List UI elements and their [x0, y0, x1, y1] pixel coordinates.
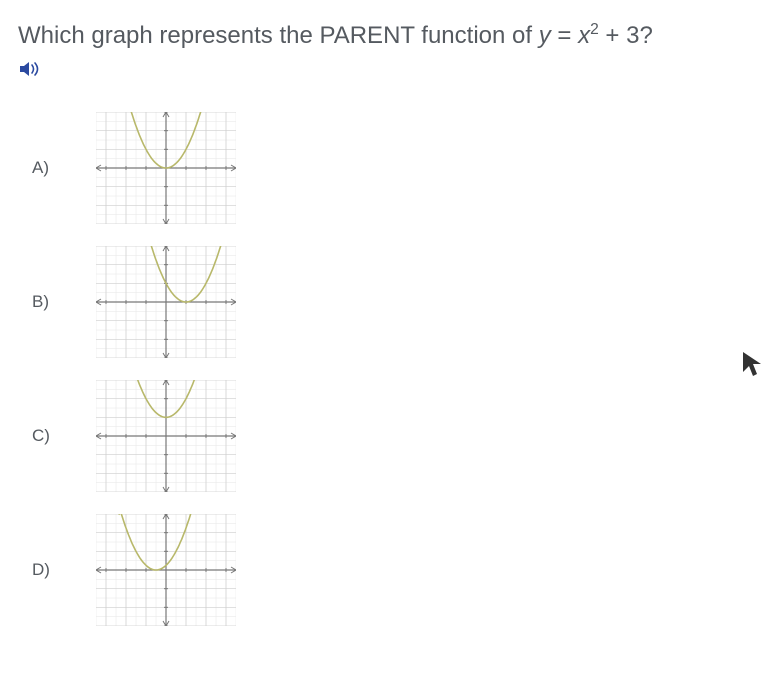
expr-eq: = [551, 22, 578, 49]
choice-label-c: C) [32, 426, 54, 446]
choice-row[interactable]: A) [32, 112, 745, 224]
choice-label-b: B) [32, 292, 54, 312]
expr-lhs: y [539, 22, 551, 49]
expr-tail: + 3? [599, 22, 653, 49]
choice-row[interactable]: D) [32, 514, 745, 626]
choice-row[interactable]: C) [32, 380, 745, 492]
graph-a [96, 112, 236, 224]
graph-d [96, 514, 236, 626]
audio-row [18, 59, 745, 84]
audio-icon[interactable] [18, 59, 44, 84]
choices-list: A) B) C) D) [18, 112, 745, 626]
graph-c [96, 380, 236, 492]
cursor-icon [741, 350, 763, 383]
choice-label-a: A) [32, 158, 54, 178]
question-prefix: Which graph represents the PARENT functi… [18, 22, 539, 49]
choice-label-d: D) [32, 560, 54, 580]
question-text: Which graph represents the PARENT functi… [18, 20, 745, 51]
expr-exp: 2 [590, 21, 599, 38]
expr-x: x [578, 22, 590, 49]
choice-row[interactable]: B) [32, 246, 745, 358]
graph-b [96, 246, 236, 358]
